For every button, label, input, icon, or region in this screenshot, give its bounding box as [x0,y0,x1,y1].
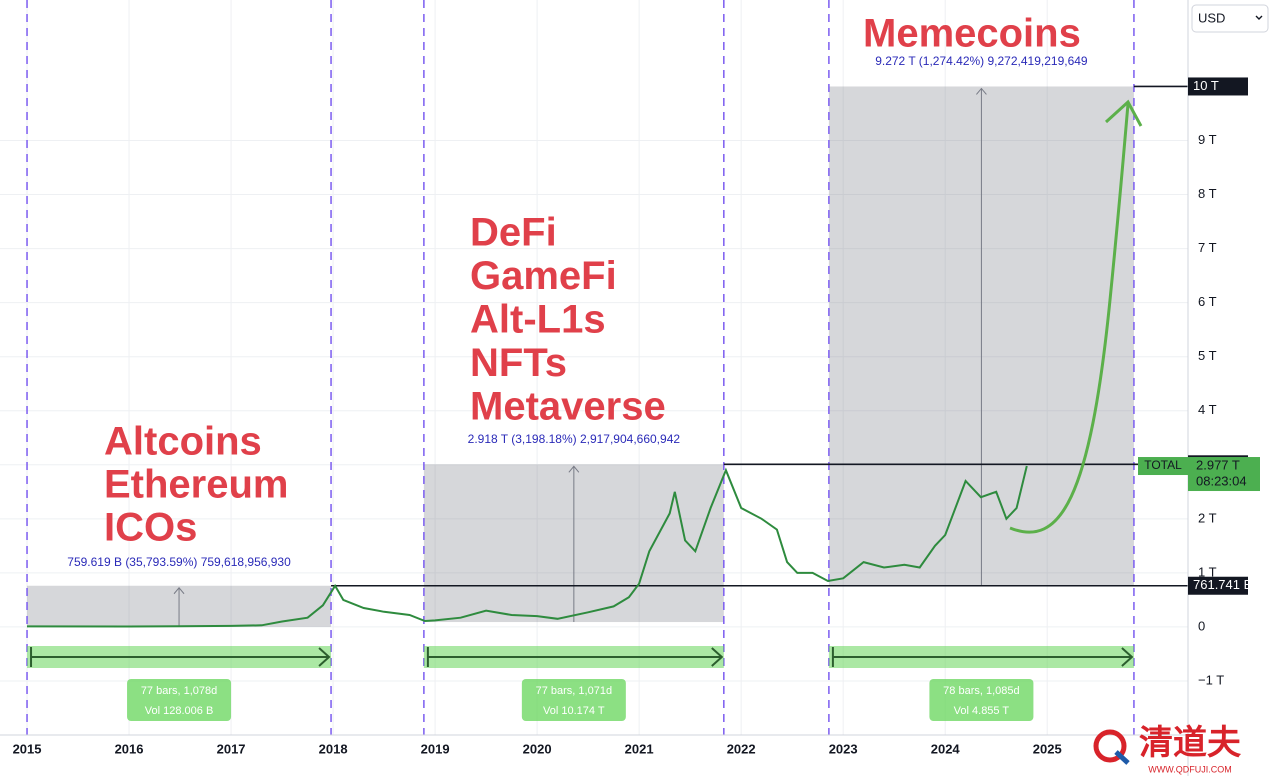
range-stats: 9.272 T (1,274.42%) 9,272,419,219,649 [875,54,1088,68]
range-bars: 77 bars, 1,078d [141,685,217,697]
range-info-box [521,679,626,721]
date-range-arrowhead [711,647,724,667]
y-tick-label: −1 T [1198,672,1224,687]
y-tick-label: 6 T [1198,294,1217,309]
last-price-box [1188,457,1260,492]
axes: 9 T8 T7 T6 T5 T4 T3 T2 T1 T0−1 T20152016… [13,77,1260,756]
level-label-box [1188,77,1248,96]
annotation-text: Altcoins [104,420,262,464]
range-stats: 2.918 T (3,198.18%) 2,917,904,660,942 [468,432,681,446]
annotation-text: Ethereum [104,463,289,507]
x-tick-label: 2021 [625,741,654,756]
watermark-logo [1093,729,1127,763]
x-tick-label: 2025 [1033,741,1062,756]
range-volume: Vol 4.855 T [954,705,1010,717]
annotation-text: Alt-L1s [470,298,606,342]
price-line [26,465,1028,628]
level-label-box [1188,576,1248,595]
last-timer: 08:23:04 [1196,473,1247,488]
watermark-logo-tail [1114,750,1130,765]
date-range-arrowhead [318,647,331,667]
last-price: 2.977 T [1196,457,1240,472]
range-arrowhead [976,87,987,95]
x-tick-label: 2024 [931,741,961,756]
projection-arrowhead [1104,99,1143,127]
x-tick-label: 2020 [523,741,552,756]
annotation-text: GameFi [470,254,617,298]
y-tick-label: 0 [1198,618,1205,633]
level-label: 761.741 B [1193,577,1252,592]
x-tick-label: 2022 [727,741,756,756]
y-tick-label: 7 T [1198,240,1217,255]
last-name: TOTAL [1144,458,1182,472]
projection-arrow [1009,103,1130,534]
range-bars: 78 bars, 1,085d [943,685,1019,697]
level-label: 10 T [1193,78,1219,93]
y-tick-label: 9 T [1198,132,1217,147]
y-tick-label: 1 T [1198,564,1217,579]
x-tick-label: 2015 [13,741,42,756]
annotation-text: DeFi [470,211,557,255]
y-tick-label: 5 T [1198,348,1217,363]
x-tick-label: 2019 [421,741,450,756]
range-volume: Vol 128.006 B [145,705,214,717]
x-tick-label: 2016 [115,741,144,756]
watermark: 清道夫 WWW.QDFUJI.COM [1093,724,1242,774]
y-tick-label: 2 T [1198,510,1217,525]
range-volume: Vol 10.174 T [543,705,605,717]
y-tick-label: 4 T [1198,402,1217,417]
currency-label[interactable]: USD [1198,10,1225,25]
last-name-box [1138,457,1188,476]
watermark-text: 清道夫 [1139,724,1242,762]
x-tick-label: 2023 [829,741,858,756]
annotation-text: Metaverse [470,385,666,429]
range-stats: 759.619 B (35,793.59%) 759,618,956,930 [67,555,291,569]
annotation-text: NFTs [470,341,567,385]
range-bars: 77 bars, 1,071d [536,685,612,697]
watermark-url: WWW.QDFUJI.COM [1148,764,1231,774]
x-tick-label: 2018 [319,741,348,756]
range-arrowhead [568,465,580,473]
annotation-text: Memecoins [863,12,1081,56]
currency-box[interactable] [1191,4,1269,33]
chevron [1255,15,1263,20]
date-range-arrowhead [1121,647,1134,667]
range-boxes [26,0,1135,735]
range-arrowhead [173,586,185,595]
annotation-text: ICOs [104,506,197,550]
range-info-box [127,679,232,721]
y-tick-label: 8 T [1198,186,1217,201]
range-info-box [929,679,1034,721]
x-tick-label: 2017 [217,741,246,756]
currency-select[interactable]: USD [1191,4,1269,33]
